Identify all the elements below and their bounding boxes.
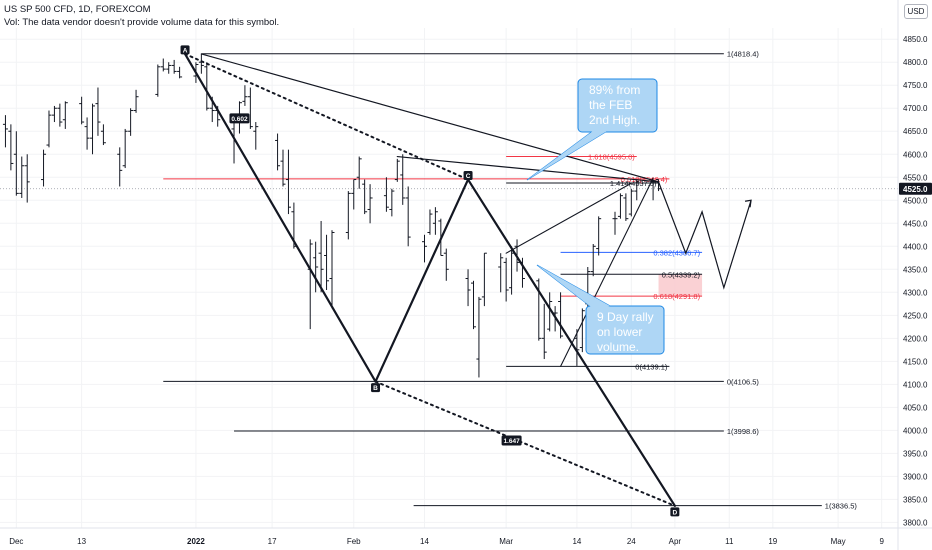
ratio-badge [229,113,250,124]
time-tick-label: Dec [9,537,23,546]
time-axis[interactable]: Dec 13 2022 17 Feb 14 Mar 14 24 Apr 11 19 May 9 [0,527,932,546]
price-tick-label: 4350.0 [903,265,928,274]
time-tick-label: Mar [499,537,513,546]
currency-button[interactable]: USD [904,4,928,19]
time-tick-label: May [831,537,846,546]
trendline-feb-2nd-high[interactable] [396,155,660,183]
price-tick-label: 4800.0 [903,58,928,67]
price-axis[interactable]: 4850.0 4800.0 4750.0 4700.0 4650.0 4600.0 4550… [897,0,932,550]
fibonacci-levels[interactable]: 1(4818.4)1.618(4595.0)1.414(4537.5)0.618… [163,50,857,511]
pattern-point-b-marker [371,383,381,393]
time-tick-label: 9 [879,537,884,546]
ratio-label: 1.647 [503,438,520,445]
pattern-point-a-marker [180,45,190,55]
time-tick-label: 19 [768,537,777,546]
fib-level-label: 0(4106.5) [727,377,760,386]
time-tick-label: 24 [627,537,636,546]
fib-level-label: 1(4818.4) [727,50,760,59]
time-tick-label: 17 [268,537,277,546]
callout-text-line: 9 Day rally [597,310,654,324]
current-price-label: 4525.0 [903,185,928,194]
callout-text-line: 2nd High. [589,113,640,127]
fib-level-label: 0.618(4546.4) [621,175,668,184]
trendline-feb-high[interactable] [200,53,660,183]
pattern-point-label: A [183,47,188,54]
time-tick-label: 11 [725,537,734,546]
fib-level-label: 1.618(4595.0) [588,153,635,162]
ratio-label: 0.602 [231,116,248,123]
callout-text-line: on lower [597,325,642,339]
pattern-point-d-marker [670,507,680,517]
callout-pointer-fill [537,265,610,310]
price-tick-label: 4200.0 [903,334,928,343]
projection-arrowhead [744,199,752,208]
chart-grid [0,28,898,528]
time-tick-label: 13 [77,537,86,546]
channel-line-upper[interactable] [505,182,632,254]
time-tick-label: Feb [347,537,361,546]
time-tick-label: 14 [572,537,581,546]
volume-note: Vol: The data vendor doesn't provide vol… [4,17,280,28]
xabcd-leg-cd[interactable] [466,178,676,507]
price-tick-label: 4850.0 [903,35,928,44]
xabcd-leg-bc[interactable] [374,178,470,383]
callout-text-line: the FEB [589,98,632,112]
callout-box[interactable] [585,305,665,355]
price-tick-label: 4050.0 [903,403,928,412]
price-tick-label: 4500.0 [903,196,928,205]
pattern-point-label: D [673,509,678,516]
price-tick-label: 4650.0 [903,127,928,136]
price-tick-label: 4250.0 [903,311,928,320]
price-tick-label: 3900.0 [903,472,928,481]
pattern-drawings[interactable]: A B C D 0.602 1.647 [180,45,752,517]
fib-level-label: 1(3836.5) [825,502,858,511]
callout-pointer-fill [527,128,612,180]
fib-level-label: 0.618(4291.8) [653,292,700,301]
symbol-title: US SP 500 CFD, 1D, FOREXCOM [4,4,151,15]
price-tick-label: 4450.0 [903,219,928,228]
time-tick-label: Apr [669,537,682,546]
fib-level-label: 0.5(4339.2) [662,270,701,279]
current-price-tag [899,182,932,195]
price-tick-label: 4550.0 [903,173,928,182]
price-tick-label: 4750.0 [903,81,928,90]
ratio-badge [501,435,522,446]
price-tick-label: 4150.0 [903,357,928,366]
xabcd-leg-ab[interactable] [183,52,377,383]
target-zone [658,274,703,297]
callout-text-line: 89% from [589,83,640,97]
fib-level-label: 1.414(4537.5) [610,179,657,188]
pattern-point-label: C [466,173,471,180]
price-tick-label: 3800.0 [903,518,928,527]
projection-path[interactable] [657,181,752,290]
time-tick-label: 14 [420,537,429,546]
price-tick-label: 4600.0 [903,150,928,159]
channel-line-rally[interactable] [560,177,654,367]
price-tick-label: 4000.0 [903,426,928,435]
callout-text-line: volume. [597,340,639,354]
price-tick-label: 4400.0 [903,242,928,251]
price-tick-label: 4300.0 [903,288,928,297]
fib-level-label: 0(4139.1) [635,362,668,371]
xabcd-ratio-bd[interactable] [374,380,676,507]
pattern-point-c-marker [463,171,473,181]
price-tick-label: 4100.0 [903,380,928,389]
fib-level-label: 1(3998.6) [727,427,760,436]
time-tick-label: 2022 [187,537,205,546]
pattern-point-label: B [373,385,378,392]
callout-box[interactable] [577,78,658,133]
price-tick-label: 3950.0 [903,449,928,458]
fib-level-label: 0.382(4386.7) [653,248,700,257]
price-tick-label: 3850.0 [903,495,928,504]
price-tick-label: 4700.0 [903,104,928,113]
pink-target-zone [658,274,703,297]
